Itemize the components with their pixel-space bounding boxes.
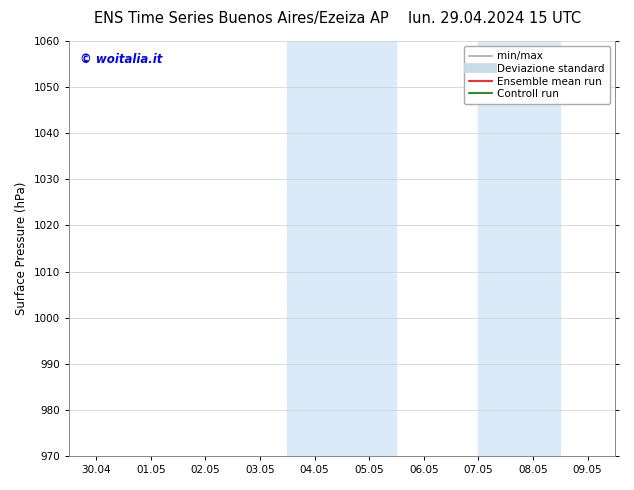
Y-axis label: Surface Pressure (hPa): Surface Pressure (hPa) <box>15 182 28 315</box>
Bar <box>287 41 396 456</box>
Text: ENS Time Series Buenos Aires/Ezeiza AP: ENS Time Series Buenos Aires/Ezeiza AP <box>94 11 388 26</box>
Text: lun. 29.04.2024 15 UTC: lun. 29.04.2024 15 UTC <box>408 11 581 26</box>
Bar <box>478 41 560 456</box>
Text: © woitalia.it: © woitalia.it <box>80 53 162 67</box>
Legend: min/max, Deviazione standard, Ensemble mean run, Controll run: min/max, Deviazione standard, Ensemble m… <box>463 46 610 104</box>
